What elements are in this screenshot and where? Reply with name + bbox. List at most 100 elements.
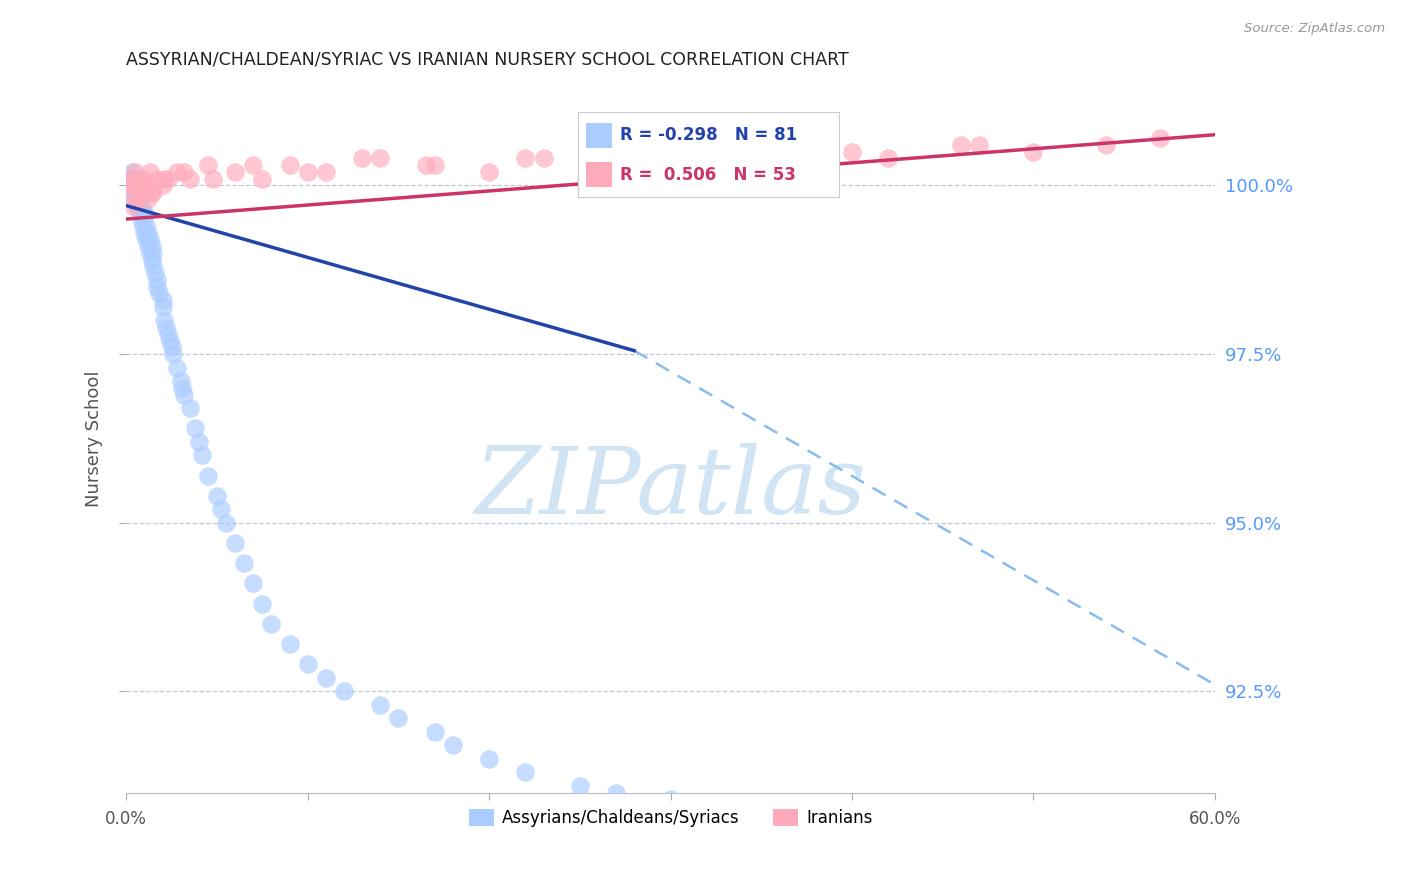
Legend: Assyrians/Chaldeans/Syriacs, Iranians: Assyrians/Chaldeans/Syriacs, Iranians (461, 803, 879, 834)
Point (124, 165, 146, 179)
Point (179, 401, 201, 415)
Point (135, 219, 157, 233)
Point (152, 300, 174, 314)
Point (949, 137, 972, 152)
Point (278, 637, 301, 651)
Point (128, 198, 150, 212)
Point (129, 198, 152, 212)
Point (714, 152, 737, 166)
Point (131, 205, 153, 219)
Point (122, 178, 145, 193)
Point (315, 671, 337, 685)
Point (141, 185, 163, 199)
Point (131, 178, 153, 193)
Point (841, 145, 863, 159)
Point (139, 165, 162, 179)
Point (423, 725, 446, 739)
Point (127, 178, 149, 193)
Point (1022, 145, 1045, 159)
Point (142, 185, 165, 199)
Point (129, 212, 152, 227)
Point (124, 192, 146, 206)
Point (297, 657, 319, 672)
Point (166, 360, 188, 375)
Point (127, 198, 149, 212)
Point (659, 792, 682, 806)
Point (586, 158, 609, 172)
Point (156, 171, 179, 186)
Point (877, 826, 900, 840)
Text: ASSYRIAN/CHALDEAN/SYRIAC VS IRANIAN NURSERY SCHOOL CORRELATION CHART: ASSYRIAN/CHALDEAN/SYRIAC VS IRANIAN NURS… (127, 51, 849, 69)
Point (127, 171, 149, 186)
Point (136, 192, 159, 206)
Point (134, 226, 156, 240)
Point (696, 152, 718, 166)
Point (172, 381, 194, 395)
Point (127, 192, 149, 206)
Point (173, 165, 195, 179)
Point (152, 178, 174, 193)
Point (315, 165, 337, 179)
Point (141, 252, 163, 267)
Point (148, 286, 170, 301)
Point (368, 152, 391, 166)
Point (153, 313, 176, 327)
Point (166, 165, 188, 179)
Point (128, 192, 150, 206)
Point (202, 171, 225, 186)
Point (931, 833, 953, 847)
Point (768, 805, 790, 820)
Point (242, 576, 264, 591)
Point (128, 205, 150, 219)
Point (877, 152, 900, 166)
Point (146, 279, 169, 293)
Point (197, 468, 219, 483)
Point (605, 786, 627, 800)
Point (122, 198, 145, 212)
Point (135, 178, 157, 193)
Point (136, 226, 159, 240)
Point (224, 536, 246, 550)
Point (205, 489, 228, 503)
Point (215, 516, 238, 530)
Point (121, 171, 143, 186)
Point (252, 171, 274, 186)
Point (841, 819, 863, 833)
Point (156, 326, 179, 341)
Point (146, 171, 169, 186)
Point (804, 145, 827, 159)
Point (242, 158, 264, 172)
Point (118, 178, 141, 193)
Point (184, 421, 207, 435)
Point (118, 171, 141, 186)
Point (131, 185, 153, 199)
Point (260, 617, 283, 632)
Point (146, 273, 169, 287)
Point (131, 219, 153, 233)
Point (135, 232, 157, 246)
Point (415, 158, 437, 172)
Point (134, 212, 156, 227)
Point (749, 158, 772, 172)
Point (179, 171, 201, 186)
Text: 60.0%: 60.0% (1188, 810, 1241, 828)
Point (142, 260, 165, 274)
Point (173, 387, 195, 401)
Point (423, 158, 446, 172)
Point (1095, 137, 1118, 152)
Text: 0.0%: 0.0% (105, 810, 148, 828)
Point (967, 137, 990, 152)
Point (134, 205, 156, 219)
Point (352, 152, 374, 166)
Point (187, 434, 209, 449)
Point (159, 334, 181, 348)
Point (252, 597, 274, 611)
Point (134, 171, 156, 186)
Point (197, 158, 219, 172)
Point (122, 171, 145, 186)
Point (209, 502, 232, 516)
Point (152, 293, 174, 307)
Point (127, 192, 149, 206)
Point (441, 739, 464, 753)
Point (128, 185, 150, 199)
